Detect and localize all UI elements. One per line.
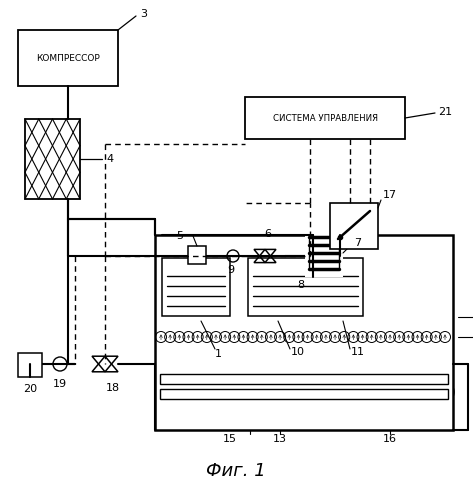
Bar [248,258,363,316]
Text: 11: 11 [351,347,365,357]
Bar [18,353,42,377]
Text: 13: 13 [273,434,287,444]
Text: СИСТЕМА УПРАВЛЕНИЯ: СИСТЕМА УПРАВЛЕНИЯ [272,113,377,122]
Bar [245,97,405,139]
Text: Фиг. 1: Фиг. 1 [206,462,266,480]
Text: 6: 6 [264,229,272,239]
Text: 10: 10 [291,347,305,357]
Text: 1: 1 [214,349,221,359]
Text: 3: 3 [140,9,148,19]
Bar [188,246,206,264]
Bar [330,203,378,249]
Text: 15: 15 [223,434,237,444]
Bar [160,374,448,384]
Text: 20: 20 [23,384,37,394]
Text: 18: 18 [106,383,120,393]
Bar [155,235,453,430]
Text: 17: 17 [383,190,397,200]
Bar [160,389,448,399]
Text: КОМПРЕССОР: КОМПРЕССОР [36,53,100,62]
Text: 19: 19 [53,379,67,389]
Text: 16: 16 [383,434,397,444]
Bar [305,229,343,277]
Text: 21: 21 [438,107,452,117]
Text: 7: 7 [354,238,361,248]
Bar [18,30,118,86]
Text: 8: 8 [298,280,305,290]
Bar [162,258,230,316]
Bar [25,119,80,199]
Text: 9: 9 [228,265,235,275]
Text: 5: 5 [176,231,184,241]
Text: 4: 4 [106,154,114,164]
